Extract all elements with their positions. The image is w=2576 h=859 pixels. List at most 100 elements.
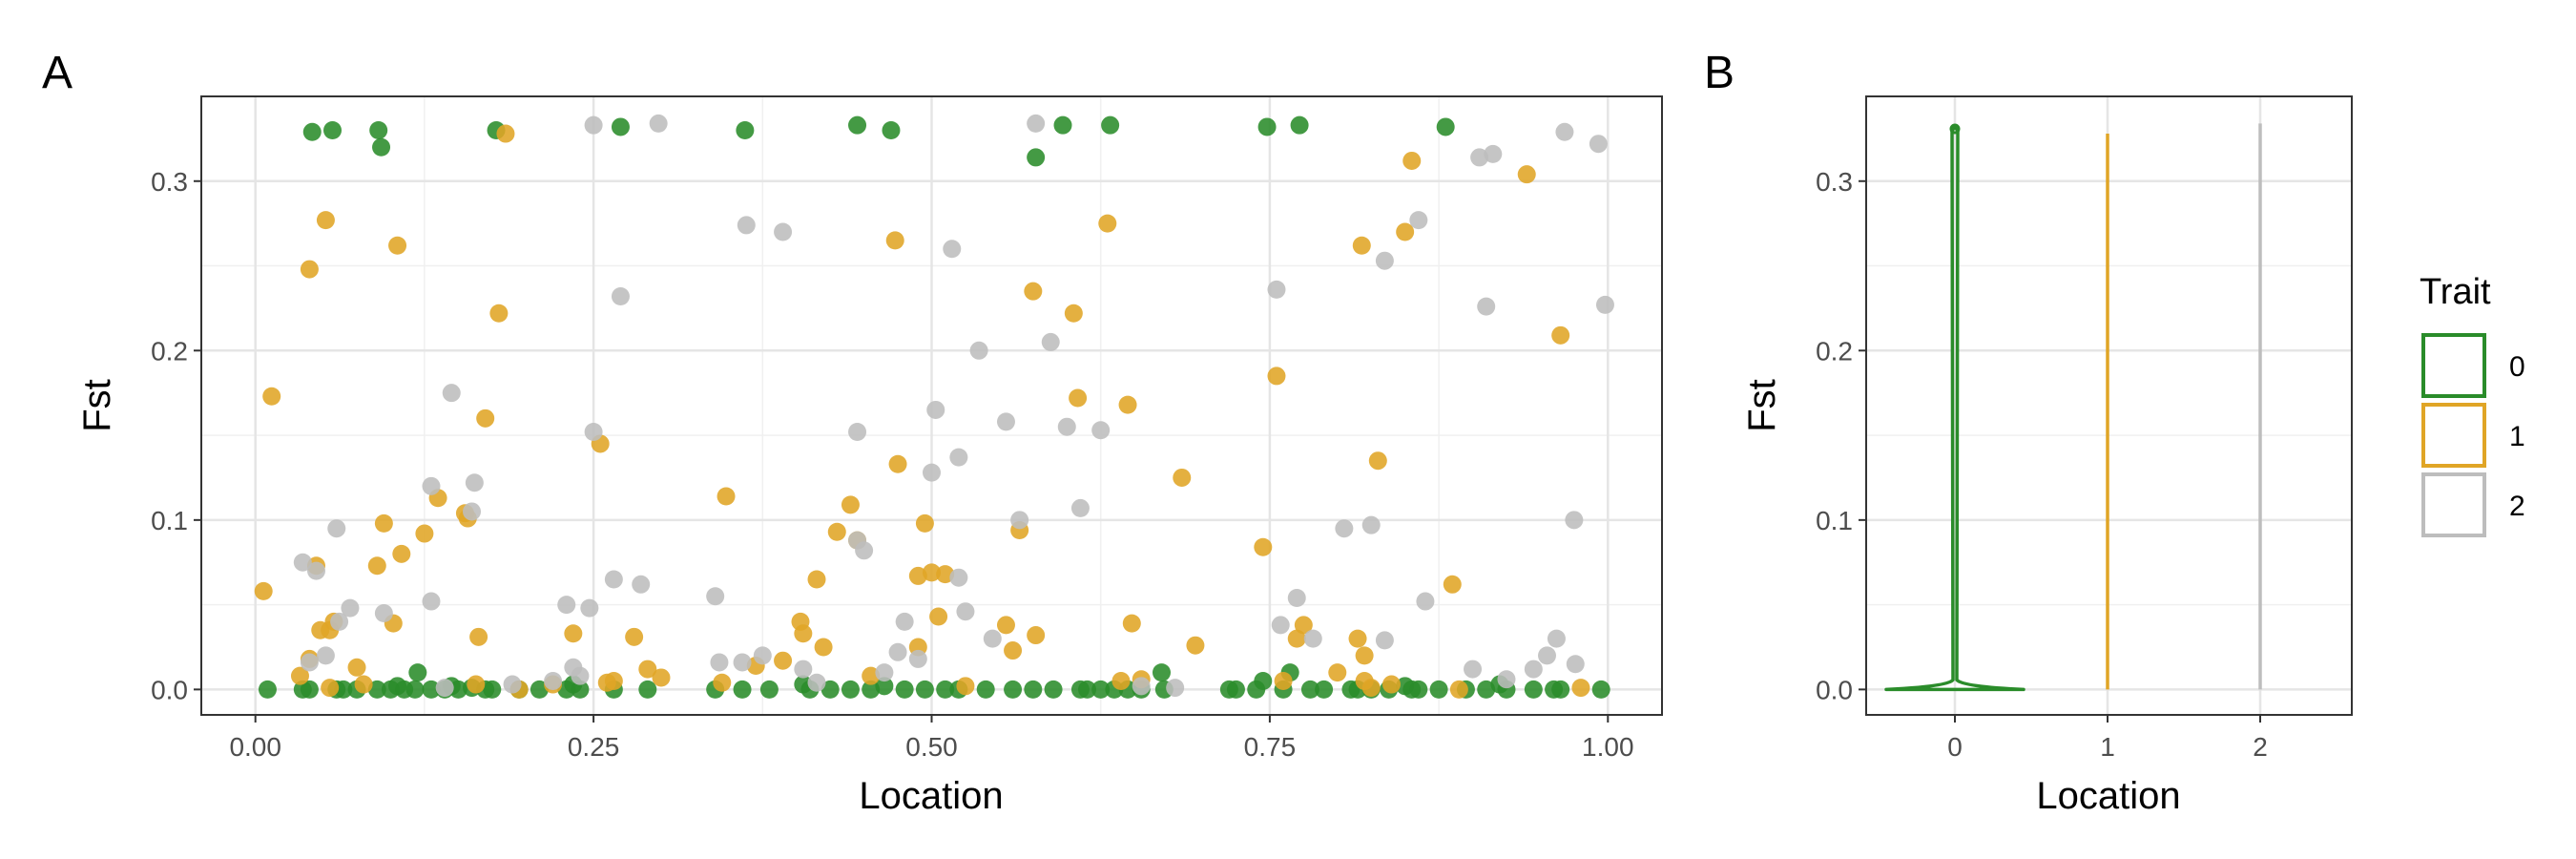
point-trait-2 bbox=[1497, 670, 1516, 689]
point-trait-0 bbox=[483, 680, 502, 699]
point-trait-1 bbox=[841, 495, 860, 514]
point-trait-1 bbox=[1396, 222, 1415, 241]
point-trait-2 bbox=[1287, 589, 1306, 608]
point-trait-2 bbox=[1057, 417, 1076, 436]
point-trait-1 bbox=[1402, 151, 1422, 170]
point-trait-2 bbox=[737, 216, 756, 235]
point-trait-1 bbox=[415, 524, 434, 543]
point-trait-0 bbox=[936, 680, 955, 699]
point-trait-0 bbox=[1591, 680, 1610, 699]
violin-trait-0 bbox=[1884, 125, 2025, 692]
point-trait-2 bbox=[341, 598, 360, 618]
point-trait-0 bbox=[1257, 117, 1277, 136]
point-trait-1 bbox=[1098, 214, 1117, 233]
point-trait-0 bbox=[1152, 663, 1171, 682]
point-trait-1 bbox=[316, 211, 335, 230]
point-trait-1 bbox=[367, 556, 386, 576]
point-trait-0 bbox=[1254, 671, 1273, 690]
point-trait-1 bbox=[300, 260, 319, 279]
panel-a-points bbox=[254, 114, 1614, 699]
point-trait-2 bbox=[1470, 148, 1489, 167]
x-tick-label: 1.00 bbox=[1582, 732, 1634, 762]
point-trait-0 bbox=[841, 680, 860, 699]
point-trait-0 bbox=[372, 137, 391, 157]
point-trait-0 bbox=[848, 115, 867, 135]
point-trait-2 bbox=[1464, 660, 1483, 679]
legend-items: 0 1 2 bbox=[2421, 333, 2525, 537]
point-trait-2 bbox=[1335, 519, 1354, 538]
point-trait-2 bbox=[1027, 114, 1046, 133]
point-trait-0 bbox=[1004, 680, 1023, 699]
point-trait-1 bbox=[347, 658, 366, 677]
x-tick-label: 2 bbox=[2253, 732, 2268, 762]
x-tick-label: 0.25 bbox=[568, 732, 620, 762]
point-trait-2 bbox=[1547, 629, 1566, 648]
point-trait-1 bbox=[354, 675, 373, 694]
point-trait-0 bbox=[1091, 680, 1111, 699]
point-trait-2 bbox=[1010, 511, 1029, 530]
point-trait-2 bbox=[794, 660, 813, 679]
point-trait-0 bbox=[759, 680, 779, 699]
point-trait-1 bbox=[1352, 236, 1371, 255]
point-trait-1 bbox=[956, 677, 975, 696]
point-trait-2 bbox=[544, 671, 563, 690]
x-tick-label: 0 bbox=[1947, 732, 1963, 762]
point-trait-2 bbox=[969, 341, 988, 360]
point-trait-2 bbox=[503, 675, 522, 694]
point-trait-0 bbox=[733, 680, 752, 699]
point-trait-1 bbox=[321, 679, 340, 698]
point-trait-2 bbox=[848, 423, 867, 442]
point-trait-2 bbox=[327, 519, 346, 538]
panel-b-ticks: 0 1 2 0.0 0.1 0.2 0.3 bbox=[1816, 167, 2268, 762]
point-trait-2 bbox=[983, 629, 1002, 648]
point-trait-1 bbox=[713, 673, 732, 692]
point-trait-2 bbox=[926, 400, 945, 419]
point-trait-1 bbox=[915, 513, 934, 533]
point-trait-0 bbox=[1053, 115, 1072, 135]
point-trait-0 bbox=[405, 680, 425, 699]
point-trait-1 bbox=[1111, 671, 1131, 690]
y-tick-label: 0.2 bbox=[1816, 336, 1853, 366]
point-trait-2 bbox=[1166, 679, 1185, 698]
point-trait-1 bbox=[564, 624, 583, 643]
point-trait-2 bbox=[442, 384, 461, 403]
point-trait-1 bbox=[1361, 679, 1381, 698]
point-trait-2 bbox=[1477, 297, 1496, 316]
y-tick-label: 0.0 bbox=[1816, 675, 1853, 704]
legend-label-2: 2 bbox=[2509, 491, 2525, 522]
point-trait-1 bbox=[996, 616, 1015, 635]
point-trait-2 bbox=[943, 240, 962, 259]
point-trait-0 bbox=[1300, 680, 1319, 699]
point-trait-1 bbox=[814, 638, 833, 657]
y-tick-label: 0.3 bbox=[1816, 167, 1853, 197]
point-trait-2 bbox=[706, 587, 725, 606]
point-trait-2 bbox=[604, 570, 623, 589]
point-trait-0 bbox=[882, 121, 901, 140]
point-trait-1 bbox=[862, 666, 881, 685]
point-trait-1 bbox=[469, 627, 488, 646]
panel-a-xlabel: Location bbox=[859, 775, 1003, 817]
point-trait-2 bbox=[330, 612, 349, 631]
legend: Trait 0 1 2 bbox=[2420, 272, 2525, 537]
legend-label-1: 1 bbox=[2509, 421, 2525, 452]
point-trait-2 bbox=[949, 448, 968, 467]
point-trait-2 bbox=[1041, 332, 1060, 351]
point-trait-1 bbox=[1274, 671, 1293, 690]
point-trait-1 bbox=[908, 566, 927, 585]
point-trait-2 bbox=[1595, 295, 1614, 314]
panel-b-violins bbox=[1884, 123, 2262, 692]
point-trait-2 bbox=[571, 666, 590, 685]
point-trait-1 bbox=[1355, 646, 1374, 665]
point-trait-0 bbox=[1027, 148, 1046, 167]
point-trait-0 bbox=[875, 677, 894, 696]
point-trait-1 bbox=[1173, 468, 1192, 487]
point-trait-1 bbox=[1064, 304, 1083, 323]
point-trait-1 bbox=[1287, 629, 1306, 648]
point-trait-2 bbox=[1484, 144, 1503, 163]
point-trait-1 bbox=[827, 522, 846, 541]
point-trait-2 bbox=[463, 502, 482, 521]
point-trait-1 bbox=[1024, 282, 1043, 301]
point-trait-2 bbox=[465, 473, 484, 492]
point-trait-1 bbox=[290, 666, 309, 685]
point-trait-2 bbox=[949, 568, 968, 587]
